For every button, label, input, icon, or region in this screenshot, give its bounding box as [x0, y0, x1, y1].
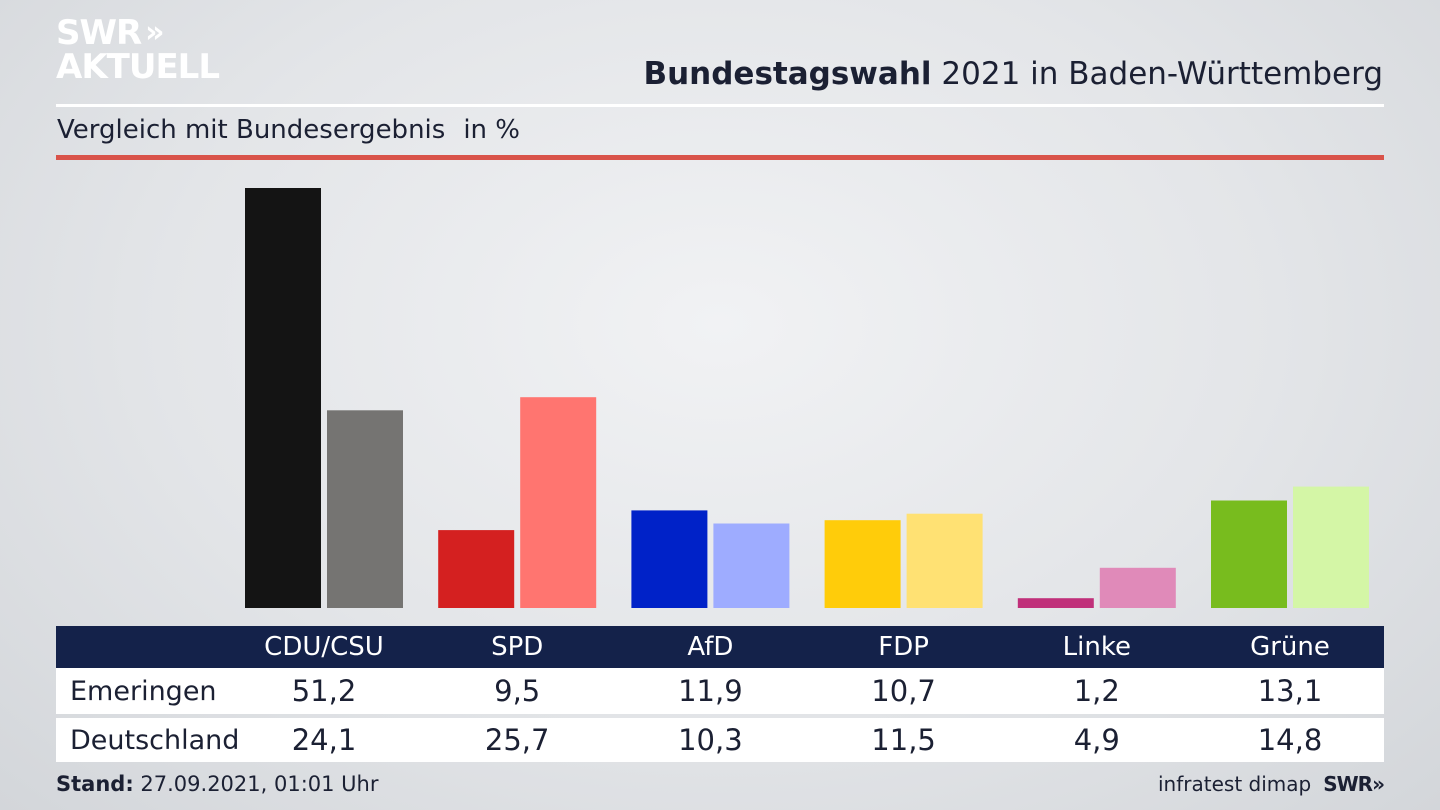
bar-fdp-emeringen — [824, 520, 901, 608]
title-rest: 2021 in Baden-Württemberg — [931, 56, 1383, 92]
table-row: Deutschland 24,1 25,7 10,3 11,5 4,9 14,8 — [56, 718, 1384, 762]
results-table: CDU/CSU SPD AfD FDP Linke Grüne Emeringen 51,… — [56, 626, 1384, 762]
swr-aktuell-logo: SWR» AKTUELL — [56, 13, 220, 87]
stand-value: 27.09.2021, 01:01 Uhr — [133, 772, 379, 796]
column-header: Grüne — [1250, 632, 1330, 662]
table-cell: 10,7 — [871, 674, 936, 708]
title-bold: Bundestagswahl — [643, 56, 932, 92]
table-cell: 24,1 — [291, 723, 357, 757]
logo-line2: AKTUELL — [56, 47, 220, 87]
table-cell: 11,5 — [871, 723, 936, 757]
logo-line1: SWR — [56, 13, 142, 53]
column-header: SPD — [491, 632, 544, 662]
accent-divider — [56, 155, 1384, 160]
swr-brand-logo: SWR» — [1323, 772, 1385, 796]
table-header-row: CDU/CSU SPD AfD FDP Linke Grüne — [56, 626, 1384, 668]
table-cell: 25,7 — [484, 723, 550, 757]
table-cell: 13,1 — [1257, 674, 1323, 708]
bar-afd-deutschland — [713, 523, 790, 608]
column-header: Linke — [1062, 632, 1131, 662]
bar-afd-emeringen — [631, 510, 708, 608]
column-header: FDP — [878, 632, 929, 662]
table-cell: 11,9 — [678, 674, 743, 708]
source-text: infratest dimap — [1158, 772, 1312, 796]
bar-spd-emeringen — [438, 530, 515, 608]
source-credit: infratest dimap SWR» — [1158, 772, 1385, 796]
bar-gr-ne-deutschland — [1293, 486, 1369, 608]
bar-spd-deutschland — [520, 397, 597, 608]
bar-gr-ne-emeringen — [1211, 500, 1287, 608]
subtitle-text: Vergleich mit Bundesergebnis — [57, 115, 446, 145]
table-row: Emeringen 51,2 9,5 11,9 10,7 1,2 13,1 — [56, 668, 1384, 714]
stand-label: Stand: — [56, 772, 134, 796]
table-cell: 4,9 — [1073, 723, 1120, 757]
unit-label: in % — [463, 115, 520, 145]
table-cell: 9,5 — [494, 674, 541, 708]
bar-linke-deutschland — [1099, 567, 1176, 608]
column-header: CDU/CSU — [264, 632, 384, 662]
page-title: Bundestagswahl 2021 in Baden-Württemberg — [643, 56, 1383, 92]
bar-linke-emeringen — [1017, 598, 1094, 608]
row-label: Emeringen — [70, 675, 217, 707]
subtitle: Vergleich mit Bundesergebnis in % — [57, 115, 520, 145]
bar-fdp-deutschland — [906, 513, 983, 608]
table-cell: 10,3 — [678, 723, 743, 757]
bar-cdu-csu-emeringen — [245, 188, 321, 608]
table-cell: 51,2 — [291, 674, 357, 708]
bar-cdu-csu-deutschland — [327, 410, 403, 608]
row-label: Deutschland — [70, 724, 240, 756]
header-divider — [56, 104, 1384, 107]
column-header: AfD — [687, 632, 734, 662]
table-cell: 1,2 — [1073, 674, 1120, 708]
timestamp: Stand: 27.09.2021, 01:01 Uhr — [56, 772, 379, 796]
bar-chart — [245, 188, 1369, 608]
table-cell: 14,8 — [1257, 723, 1323, 757]
